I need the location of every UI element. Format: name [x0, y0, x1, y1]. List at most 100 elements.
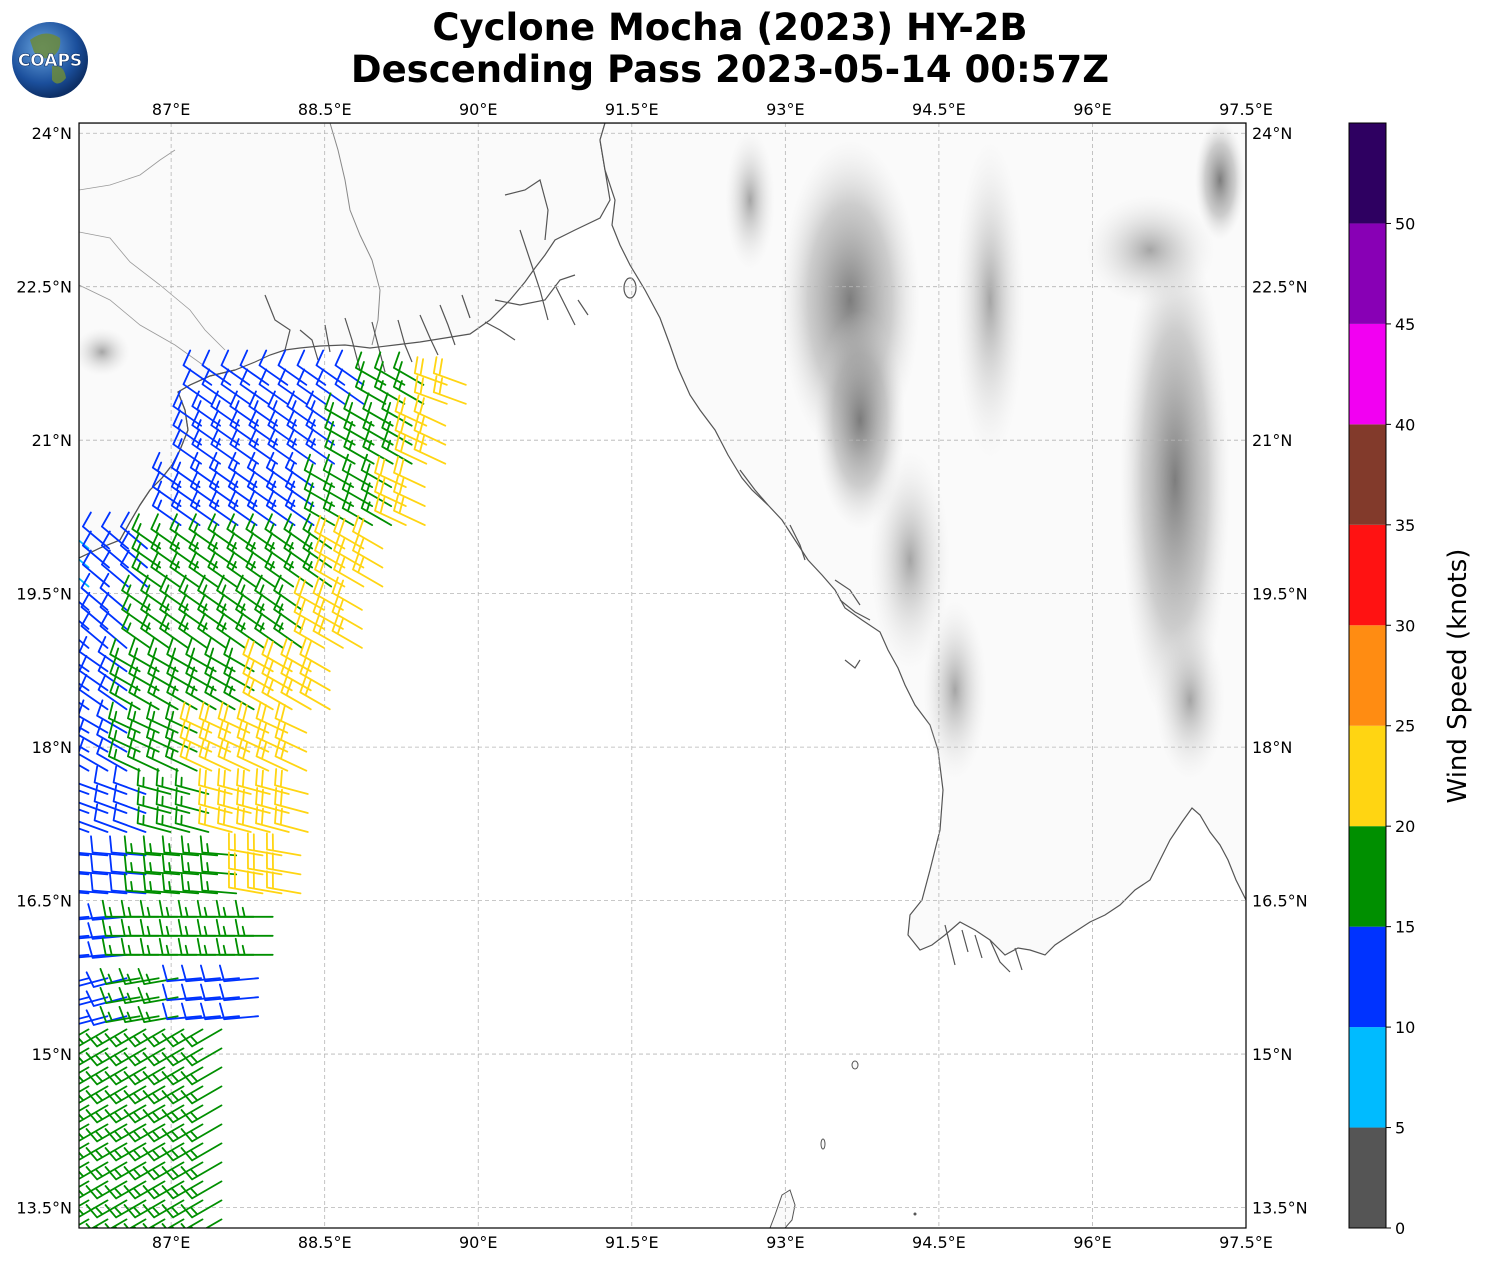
wind-barb — [131, 532, 162, 569]
wind-barb — [99, 591, 128, 630]
wind-barb — [284, 489, 315, 526]
wind-barb — [324, 392, 356, 427]
wind-barb — [136, 768, 172, 795]
wind-barb — [161, 835, 200, 857]
wind-barb — [181, 964, 221, 983]
wind-barb — [286, 409, 316, 446]
wind-barb — [296, 349, 327, 386]
lon-tick-label-bottom: 91.5°E — [605, 1233, 659, 1252]
wind-barb — [199, 873, 238, 895]
wind-barb — [136, 806, 172, 833]
wind-barb — [99, 572, 128, 611]
colorbar-frame — [1348, 122, 1387, 1229]
wind-barb — [199, 835, 238, 857]
wind-barb — [247, 832, 283, 857]
wind-barb — [197, 574, 227, 611]
wind-barb — [217, 768, 252, 795]
wind-barb — [254, 574, 284, 611]
wind-barb — [333, 553, 365, 588]
wind-barb — [239, 349, 270, 386]
wind-barb — [118, 1006, 160, 1023]
wind-barb — [101, 530, 129, 569]
wind-barb — [85, 1142, 128, 1162]
wind-barb — [394, 413, 428, 446]
wind-barb — [189, 451, 220, 488]
wind-barb — [112, 803, 147, 833]
lat-tick-label-right: 21°N — [1252, 431, 1292, 450]
wind-barb — [159, 612, 189, 649]
wind-barb — [79, 1028, 90, 1036]
colorbar-tick-label: 5 — [1395, 1119, 1405, 1138]
wind-barb — [161, 1028, 204, 1048]
wind-barb — [128, 676, 160, 711]
wind-barb — [208, 470, 239, 507]
lat-tick-label-right: 24°N — [1252, 124, 1292, 143]
wind-barb — [109, 676, 141, 711]
lon-tick-label-top: 91.5°E — [605, 100, 659, 119]
wind-barb — [362, 411, 394, 446]
wind-barb — [97, 674, 128, 711]
wind-barb — [188, 551, 219, 588]
wind-barb — [216, 612, 246, 649]
colorbar-tick-label: 20 — [1395, 817, 1415, 836]
wind-barb — [79, 1104, 90, 1112]
wind-barb — [293, 614, 325, 649]
wind-barb — [123, 1047, 166, 1067]
wind-barb — [128, 638, 160, 673]
wind-barb — [79, 784, 109, 814]
wind-barb — [99, 987, 141, 1004]
wind-barb — [161, 873, 200, 895]
wind-barb — [216, 593, 246, 630]
wind-barb — [104, 1180, 147, 1200]
wind-barb — [147, 638, 179, 673]
wind-barb — [283, 513, 314, 550]
wind-barb — [266, 832, 302, 857]
wind-barb — [197, 612, 227, 649]
wind-barb — [246, 489, 277, 526]
wind-barb — [242, 676, 274, 711]
wind-barb — [343, 411, 375, 446]
wind-barb — [322, 453, 355, 488]
wind-barb — [180, 1180, 223, 1200]
wind-barb — [123, 1142, 166, 1162]
wind-barb — [293, 595, 325, 630]
wind-barb — [104, 1104, 147, 1124]
wind-barb — [274, 768, 309, 795]
wind-barb — [236, 806, 271, 833]
wind-barb — [79, 1047, 109, 1066]
wind-barb — [261, 638, 293, 673]
wind-barb — [413, 413, 447, 446]
wind-barb — [79, 764, 90, 772]
wind-barb — [79, 619, 90, 630]
wind-barb — [80, 591, 109, 630]
island-bhola — [623, 277, 637, 299]
wind-barb — [189, 470, 220, 507]
wind-barb — [79, 1161, 109, 1180]
wind-barb — [179, 701, 213, 734]
lat-tick-label-left: 15°N — [32, 1045, 72, 1064]
wind-barb — [172, 428, 202, 465]
wind-barb — [120, 511, 148, 550]
wind-barb — [413, 375, 448, 405]
chart-title-line2: Descending Pass 2023-05-14 00:57Z — [351, 48, 1109, 91]
wind-barb — [79, 996, 90, 1001]
wind-barb — [79, 934, 90, 938]
wind-barb — [82, 530, 110, 569]
wind-barb — [381, 411, 413, 446]
colorbar-bin — [1349, 123, 1386, 224]
colorbar: 0 5 10 15 20 25 30 35 40 45 50 Wind Speed (knots) — [1348, 122, 1473, 1238]
wind-barb — [255, 701, 289, 734]
wind-barb — [142, 1123, 185, 1143]
lon-tick-label-top: 90°E — [459, 100, 497, 119]
wind-barb — [180, 1066, 223, 1086]
wind-barb — [217, 806, 252, 833]
wind-barb — [219, 983, 259, 1002]
wind-barb — [131, 551, 162, 588]
wind-barb — [79, 1085, 90, 1093]
wind-barb — [191, 428, 221, 465]
wind-barb — [85, 1123, 128, 1143]
wind-barb — [280, 657, 312, 692]
wind-barb — [155, 806, 191, 833]
wind-barb — [217, 787, 252, 814]
wind-barb — [267, 428, 297, 465]
